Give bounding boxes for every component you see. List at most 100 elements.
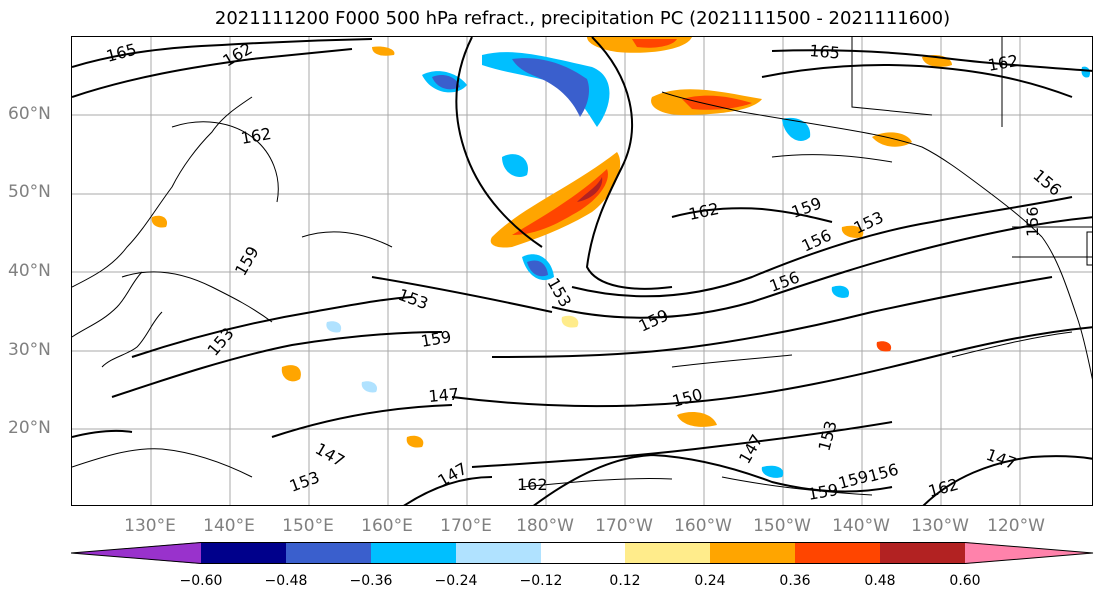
colorbar-tick-label: 0.48 — [864, 573, 896, 589]
lon-label-120w: 120°W — [987, 516, 1045, 536]
lat-label-60n: 60°N — [8, 104, 51, 124]
precip-positive-area — [682, 95, 752, 110]
contour-label: 162 — [986, 51, 1019, 75]
lon-label-170e: 170°E — [440, 516, 492, 536]
contour-label: 147 — [735, 431, 767, 467]
precip-negative-area — [761, 465, 784, 478]
precip-positive-area — [677, 412, 717, 427]
contour-label: 156 — [866, 460, 900, 486]
colorbar-segment — [456, 542, 541, 564]
colorbar-tick-label: −0.60 — [179, 573, 223, 589]
contour-label: 153 — [396, 285, 431, 313]
precip-positive-area — [372, 46, 395, 56]
map-panel: 165 162 162 165 162 162 159 156 153 153 … — [71, 36, 1093, 506]
contour-label: 156 — [799, 225, 835, 255]
contour-label: 147 — [428, 384, 460, 406]
lat-label-20n: 20°N — [8, 418, 51, 438]
contour-label: 156 — [1029, 166, 1065, 200]
colorbar-tick-label: 0.60 — [949, 573, 981, 589]
contour-label: 162 — [239, 124, 272, 148]
colorbar-tick-label: 0.36 — [779, 573, 811, 589]
precip-positive-area — [872, 132, 912, 147]
contour-label: 162 — [926, 475, 960, 501]
contour-label: 159 — [836, 467, 870, 493]
contour-label: 159 — [231, 243, 263, 279]
precip-negative-area — [527, 260, 548, 277]
precip-positive-area — [841, 225, 864, 238]
lon-label-150w: 150°W — [753, 516, 811, 536]
colorbar-segment — [71, 542, 201, 564]
contour-label: 153 — [287, 467, 322, 495]
precip-positive-area — [490, 152, 621, 248]
contour-label: 153 — [544, 275, 576, 311]
contour-label: 150 — [670, 385, 704, 411]
colorbar-tick-label: −0.48 — [264, 573, 308, 589]
colorbar-outline — [71, 542, 1094, 564]
lat-label-50n: 50°N — [8, 182, 51, 202]
precip-negative-area — [361, 381, 378, 393]
contour-label: 153 — [815, 419, 841, 453]
height-contours — [72, 37, 1092, 505]
precip-positive-area — [561, 315, 579, 328]
colorbar-segment — [710, 542, 795, 564]
coastlines — [72, 37, 1092, 380]
lon-label-130w: 130°W — [911, 516, 969, 536]
precip-positive-area — [512, 169, 608, 235]
precip-negative-area — [432, 75, 460, 90]
contour-label: 165 — [809, 41, 841, 63]
precip-negative-area — [831, 285, 850, 298]
colorbar-segment — [286, 542, 371, 564]
precip-positive-area — [632, 39, 677, 48]
contour-label: 159 — [419, 327, 452, 351]
lon-label-160e: 160°E — [361, 516, 413, 536]
colorbar-tick-label: 0.24 — [694, 573, 726, 589]
contour-label: 159 — [636, 305, 672, 335]
precip-positive-area — [151, 215, 168, 228]
contour-label: 159 — [789, 193, 824, 221]
precip-negative-area — [326, 321, 342, 333]
precip-negative-area — [1081, 66, 1091, 78]
colorbar-segment — [371, 542, 456, 564]
lon-label-150e: 150°E — [282, 516, 334, 536]
lon-label-180w: 180°W — [516, 516, 574, 536]
contour-label: 156 — [1023, 206, 1042, 237]
colorbar-tick-label: −0.36 — [349, 573, 393, 589]
colorbar-segment — [625, 542, 710, 564]
map-title: 2021111200 F000 500 hPa refract., precip… — [214, 8, 951, 29]
lat-label-30n: 30°N — [8, 340, 51, 360]
precip-positive-areas — [151, 37, 952, 448]
contour-label: 153 — [204, 324, 238, 360]
colorbar-segment — [541, 542, 625, 564]
lon-label-140w: 140°W — [832, 516, 890, 536]
height-contours-fine — [72, 121, 1073, 496]
colorbar-segment — [795, 542, 880, 564]
colorbar-tick-label: 0.12 — [609, 573, 641, 589]
precip-negative-area — [482, 52, 610, 127]
colorbar-segment — [965, 542, 1093, 564]
precip-positive-area — [406, 435, 424, 448]
precip-negative-area — [502, 154, 528, 177]
contour-label: 147 — [435, 459, 471, 491]
colorbar-segment — [880, 542, 965, 564]
precip-negative-area — [512, 58, 590, 117]
precip-positive-area — [577, 177, 603, 202]
contour-label: 147 — [312, 439, 348, 471]
lon-label-160w: 160°W — [674, 516, 732, 536]
contour-label: 162 — [517, 475, 548, 494]
precip-positive-area — [876, 341, 892, 352]
precip-negative-area — [782, 117, 811, 141]
contour-label: 159 — [806, 480, 839, 504]
contour-label: 147 — [984, 445, 1019, 473]
colorbar-segment — [201, 542, 286, 564]
map-canvas: 165 162 162 165 162 162 159 156 153 153 … — [72, 37, 1092, 505]
colorbar-tick-label: −0.24 — [434, 573, 478, 589]
lon-label-130e: 130°E — [124, 516, 176, 536]
precip-negative-areas — [326, 52, 1091, 478]
lat-label-40n: 40°N — [8, 261, 51, 281]
colorbar — [71, 542, 1094, 564]
precip-positive-area — [281, 365, 301, 382]
colorbar-tick-label: −0.12 — [519, 573, 563, 589]
lon-label-170w: 170°W — [595, 516, 653, 536]
contour-label: 162 — [687, 199, 721, 224]
contour-label: 165 — [104, 40, 138, 66]
